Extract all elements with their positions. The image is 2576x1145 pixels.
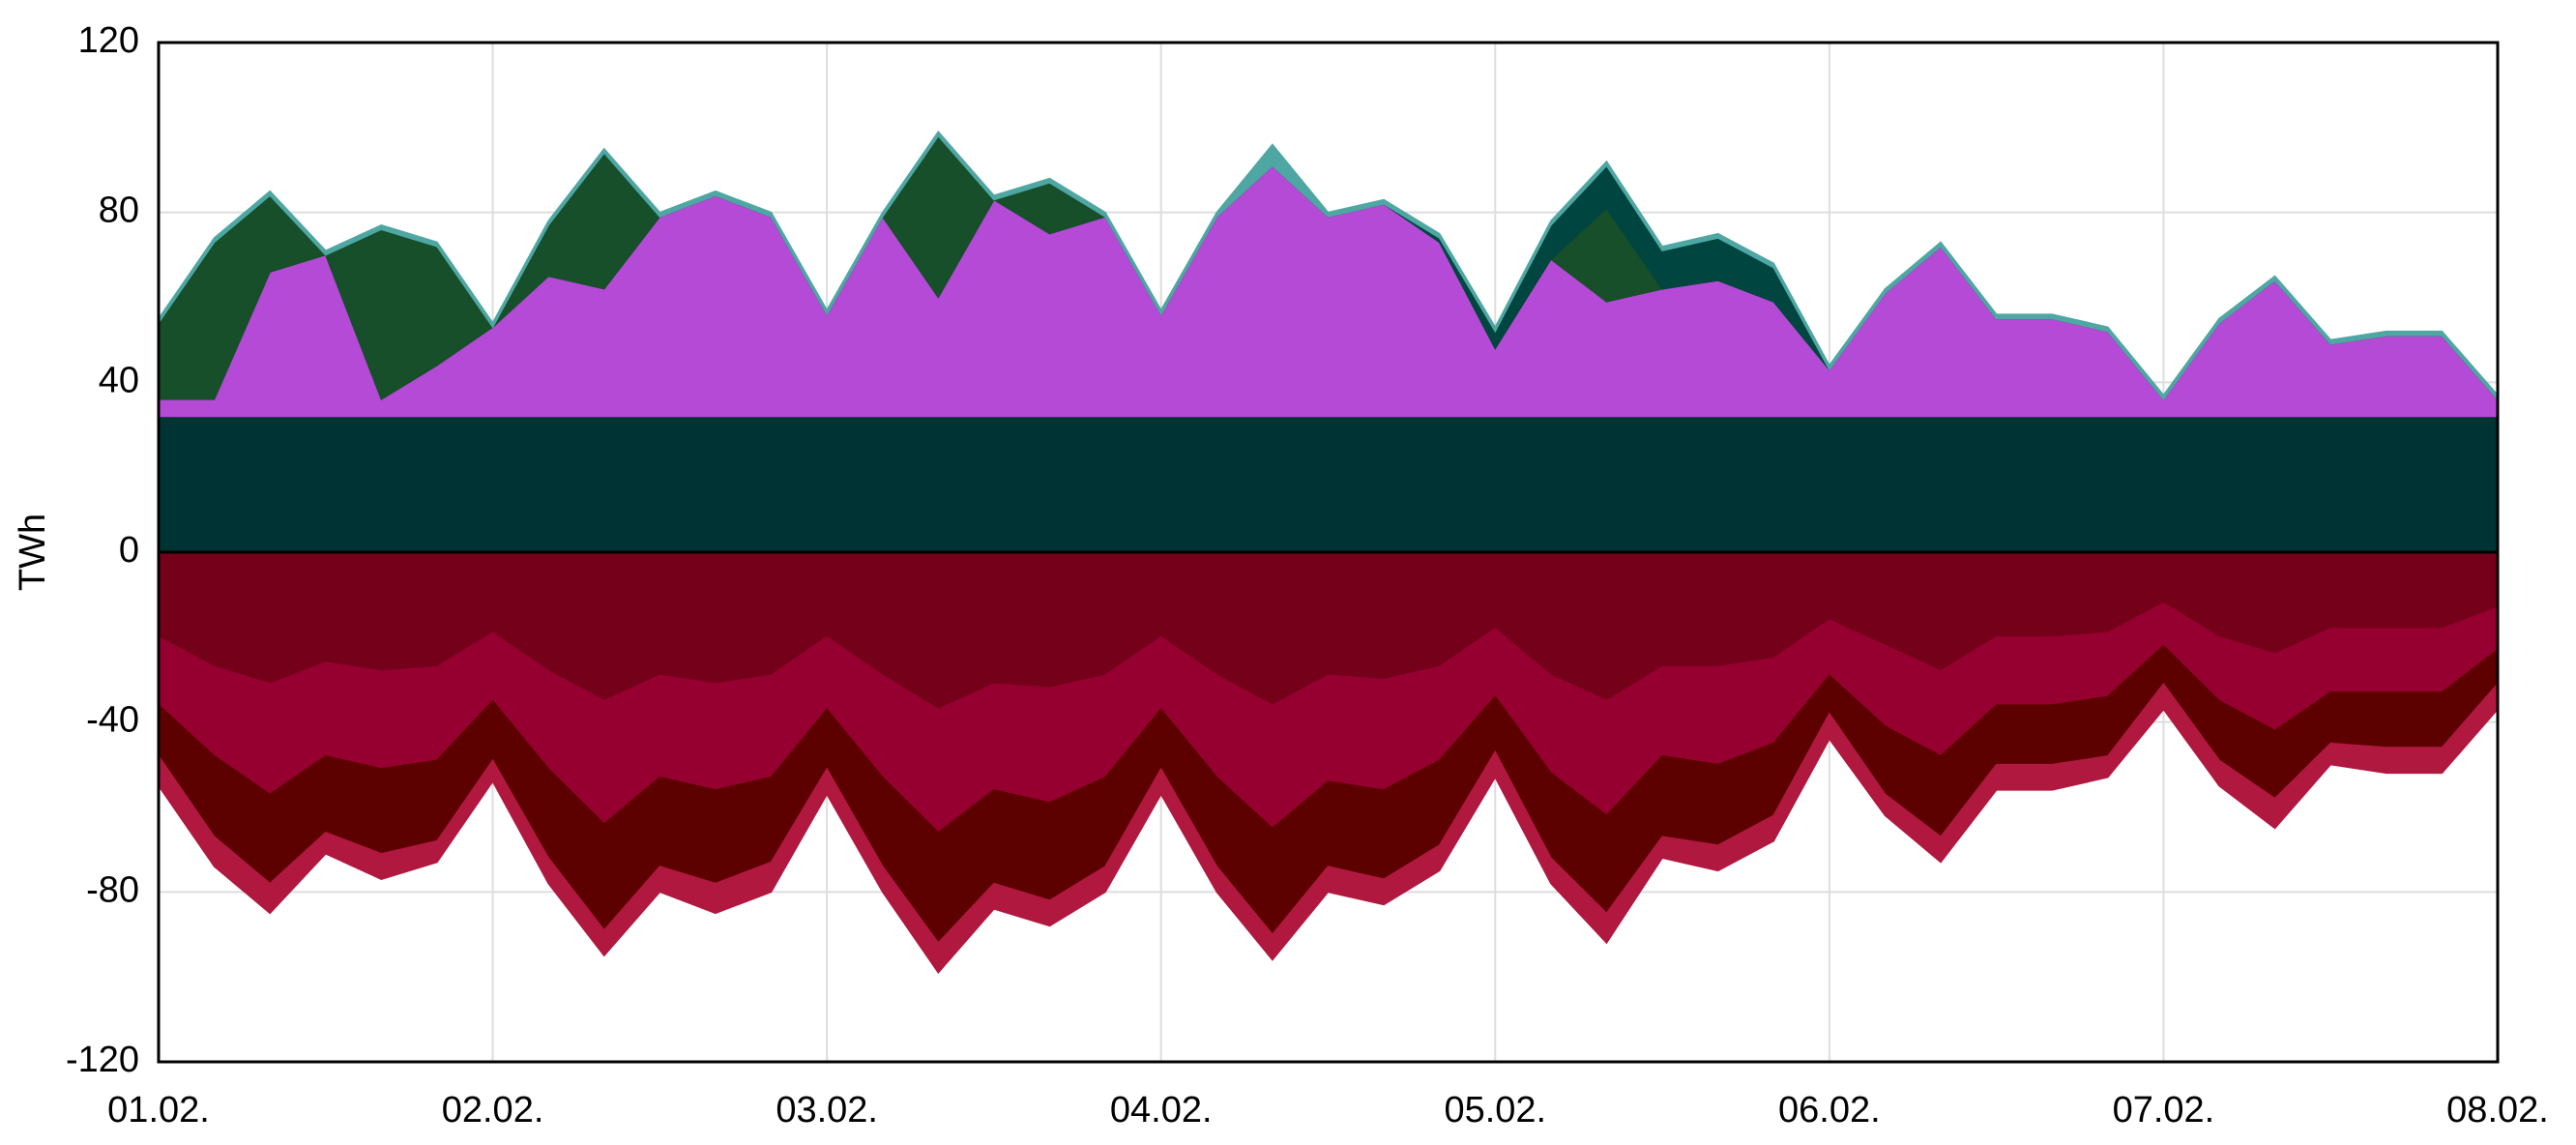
y-tick-label: -80 (86, 869, 139, 910)
x-tick-label: 07.02. (2113, 1090, 2215, 1130)
y-axis-label: TWh (13, 514, 53, 591)
x-tick-label: 02.02. (442, 1090, 544, 1130)
y-tick-label: 80 (99, 191, 139, 231)
y-tick-label: -40 (86, 700, 139, 741)
x-tick-label: 06.02. (1778, 1090, 1881, 1130)
x-tick-label: 08.02. (2446, 1090, 2549, 1130)
x-tick-label: 01.02. (107, 1090, 210, 1130)
x-tick-label: 05.02. (1444, 1090, 1546, 1130)
y-tick-label: 120 (78, 20, 139, 61)
y-tick-label: 0 (119, 530, 139, 571)
x-tick-label: 03.02. (776, 1090, 878, 1130)
axes: -120 -80 -40 0 40 80 120 01.02. 02.02. 03.02. 04.0… (66, 20, 2549, 1130)
area (158, 415, 2499, 553)
y-tick-label: 40 (99, 360, 139, 400)
y-tick-label: -120 (66, 1040, 139, 1080)
x-tick-label: 04.02. (1110, 1090, 1213, 1130)
plot-frame (157, 41, 2500, 1064)
